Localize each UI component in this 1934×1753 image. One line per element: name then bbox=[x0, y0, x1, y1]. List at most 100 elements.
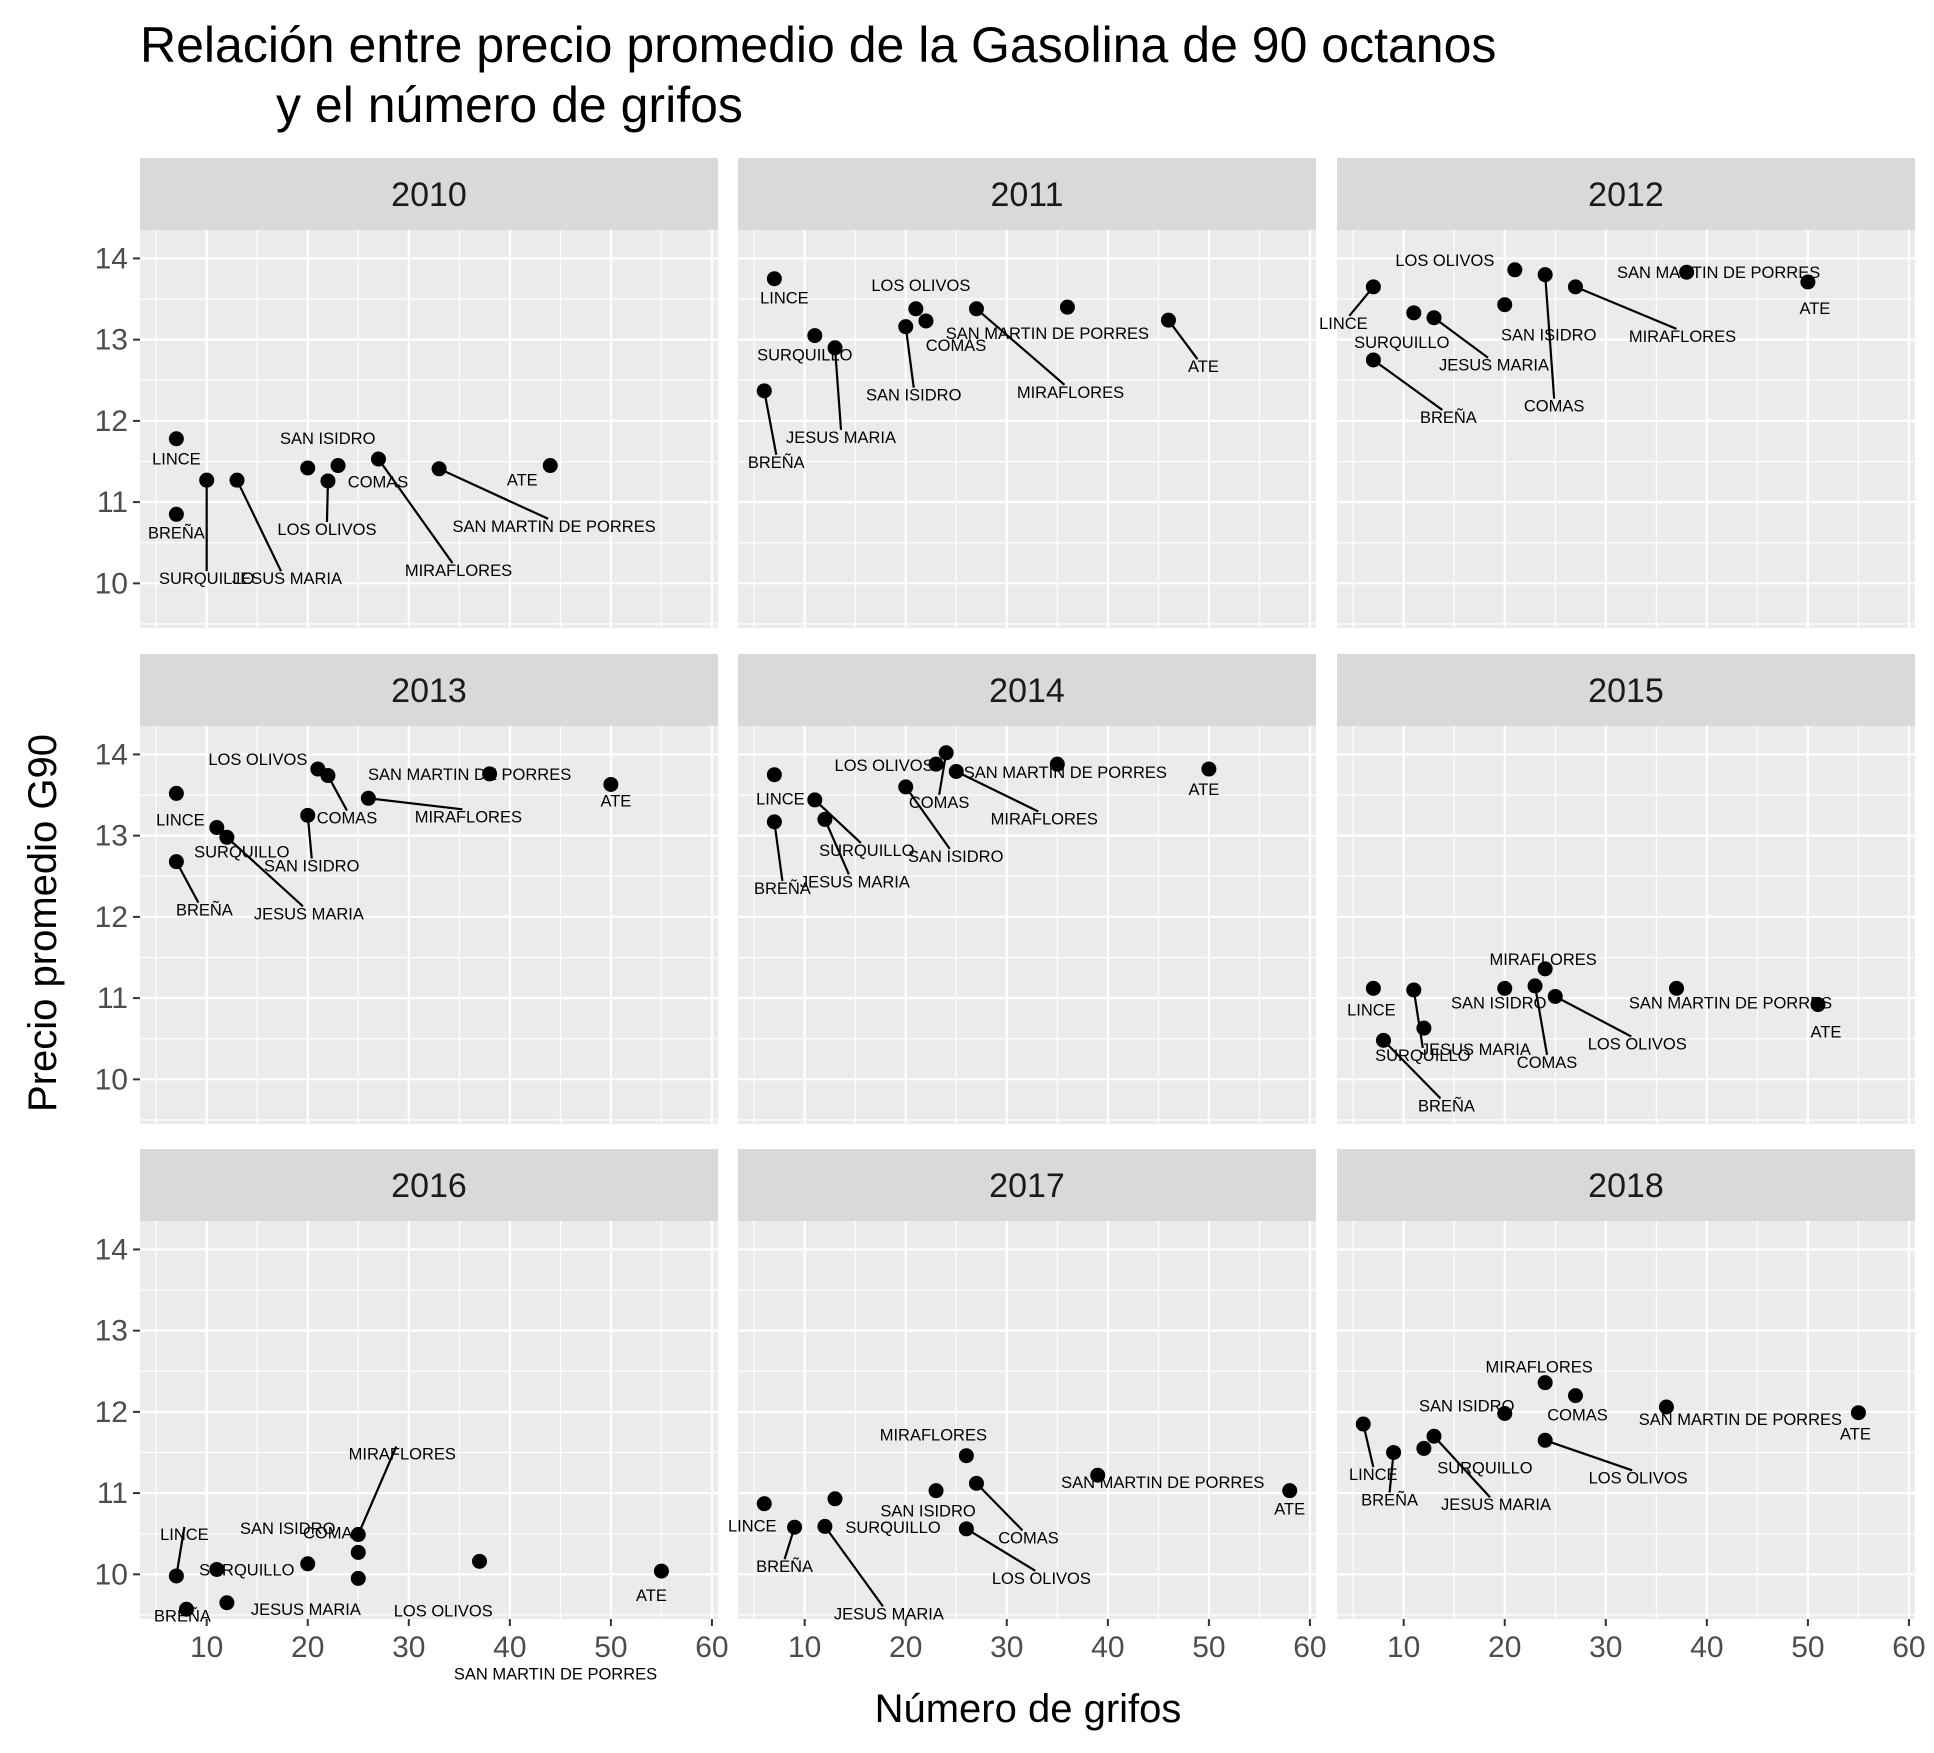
data-point bbox=[1850, 1405, 1866, 1421]
data-point bbox=[958, 1448, 974, 1464]
x-tick-label: 10 bbox=[788, 1631, 821, 1664]
point-label: LINCE bbox=[1319, 315, 1368, 333]
point-label: JESUS MARIA bbox=[1441, 1496, 1551, 1514]
facet-strip-label: 2014 bbox=[989, 672, 1065, 710]
point-label: SAN ISIDRO bbox=[280, 430, 376, 448]
point-label: MIRAFLORES bbox=[415, 808, 522, 826]
point-label: BREÑA bbox=[754, 878, 811, 898]
point-label: JESUS MARIA bbox=[254, 905, 364, 923]
point-label: LINCE bbox=[760, 290, 809, 308]
point-label: COMAS bbox=[909, 794, 970, 812]
data-point bbox=[1497, 1406, 1513, 1422]
facet-panel-2018: 2018 10 20 30 40 50 60 LINCE BREÑA SURQUILLO JESUS… bbox=[1337, 1149, 1926, 1664]
label-leader-line bbox=[975, 1482, 1024, 1532]
panel-background bbox=[1337, 230, 1915, 628]
data-point bbox=[1567, 279, 1583, 295]
point-label: SAN MARTIN DE PORRES bbox=[1629, 994, 1832, 1012]
panel-background bbox=[1337, 726, 1915, 1124]
facet-strip bbox=[738, 654, 1316, 726]
point-label: SURQUILLO bbox=[194, 844, 290, 862]
data-point bbox=[1426, 310, 1442, 326]
point-label: LINCE bbox=[160, 1526, 209, 1544]
data-point bbox=[1507, 262, 1523, 278]
point-label: MIRAFLORES bbox=[991, 810, 1098, 828]
point-label: SURQUILLO bbox=[199, 1561, 295, 1579]
point-label: SAN MARTIN DE PORRES bbox=[368, 766, 571, 784]
x-tick-label: 40 bbox=[1690, 1631, 1723, 1664]
point-label: LOS OLIVOS bbox=[992, 1570, 1091, 1588]
data-point bbox=[1282, 1483, 1298, 1499]
data-point bbox=[756, 383, 772, 399]
data-point bbox=[431, 461, 447, 477]
label-leader-line bbox=[1382, 1039, 1442, 1100]
data-point bbox=[300, 460, 316, 476]
x-tick-label: 10 bbox=[1387, 1631, 1420, 1664]
point-label: COMAS bbox=[926, 337, 987, 355]
label-leader-line bbox=[368, 797, 463, 811]
label-leader-line bbox=[1167, 319, 1199, 360]
data-point bbox=[168, 1568, 184, 1584]
y-tick-label: 11 bbox=[97, 1477, 128, 1510]
data-point bbox=[938, 745, 954, 761]
data-point bbox=[1567, 1388, 1583, 1404]
label-leader-line bbox=[226, 836, 304, 908]
label-leader-line bbox=[824, 1525, 884, 1608]
data-point bbox=[350, 1570, 366, 1586]
data-point bbox=[1497, 297, 1513, 313]
point-label: LINCE bbox=[152, 451, 201, 469]
x-tick-label: 30 bbox=[1589, 1631, 1622, 1664]
point-label: COMAS bbox=[303, 1524, 364, 1542]
label-leader-line bbox=[773, 821, 784, 881]
point-label: SURQUILLO bbox=[159, 570, 255, 588]
label-leader-line bbox=[904, 326, 915, 388]
facet-panel-2013: 2013 10 11 12 13 14 LINCE SURQUILLO BREÑA JESUS M… bbox=[95, 654, 718, 1124]
label-leader-line bbox=[1544, 274, 1556, 399]
x-tick-label: 60 bbox=[1293, 1631, 1326, 1664]
data-point bbox=[350, 1544, 366, 1560]
facet-strip-label: 2011 bbox=[990, 176, 1063, 214]
label-leader-line bbox=[1554, 995, 1632, 1038]
facet-strip-label: 2013 bbox=[391, 672, 467, 710]
y-tick-label: 14 bbox=[95, 738, 128, 771]
point-label: LOS OLIVOS bbox=[835, 757, 934, 775]
point-label: MIRAFLORES bbox=[1017, 384, 1124, 402]
y-tick-label: 10 bbox=[95, 1063, 128, 1096]
data-point bbox=[1386, 1444, 1402, 1460]
data-point bbox=[330, 458, 346, 474]
data-point bbox=[807, 792, 823, 808]
facet-panel-2017: 2017 10 20 30 40 50 60 LINCE BREÑA SURQUILLO JESUS… bbox=[728, 1149, 1327, 1664]
data-point bbox=[968, 301, 984, 317]
y-tick-label: 11 bbox=[97, 982, 128, 1015]
data-point bbox=[1406, 982, 1422, 998]
x-tick-label: 20 bbox=[889, 1631, 922, 1664]
point-label: SAN ISIDRO bbox=[240, 1520, 336, 1538]
data-point bbox=[968, 1475, 984, 1491]
label-leader-line bbox=[357, 1446, 398, 1535]
y-tick-label: 11 bbox=[97, 486, 128, 519]
data-point bbox=[1090, 1467, 1106, 1483]
point-label: LOS OLIVOS bbox=[871, 277, 970, 295]
data-point bbox=[898, 779, 914, 795]
data-point bbox=[1547, 988, 1563, 1004]
point-label: SAN ISIDRO bbox=[866, 387, 962, 405]
y-tick-label: 12 bbox=[95, 901, 128, 934]
x-tick-label: 50 bbox=[1192, 1631, 1225, 1664]
point-label: ATE bbox=[600, 792, 631, 810]
point-label: SAN ISIDRO bbox=[908, 848, 1004, 866]
label-leader-line bbox=[1372, 359, 1444, 411]
data-point bbox=[1658, 1399, 1674, 1415]
y-tick-label: 12 bbox=[95, 405, 128, 438]
facet-strip-label: 2018 bbox=[1588, 1167, 1664, 1205]
point-label: BREÑA bbox=[748, 452, 805, 472]
facet-strip bbox=[1337, 654, 1915, 726]
data-point bbox=[928, 1483, 944, 1499]
data-point bbox=[320, 473, 336, 489]
facet-strip bbox=[1337, 1149, 1915, 1221]
point-label: JESUS MARIA bbox=[251, 1601, 361, 1619]
y-tick-label: 12 bbox=[95, 1396, 128, 1429]
x-tick-label: 40 bbox=[493, 1631, 526, 1664]
point-label: BREÑA bbox=[154, 1605, 211, 1625]
